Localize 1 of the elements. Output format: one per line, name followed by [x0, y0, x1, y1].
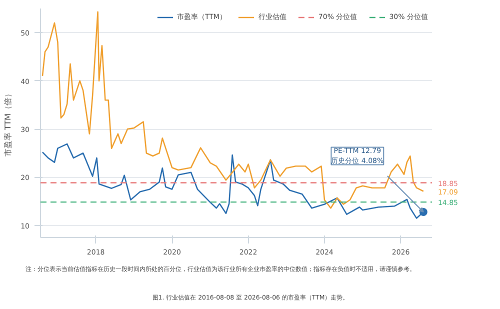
y-axis-title: 市盈率 TTM（倍） — [4, 89, 13, 157]
